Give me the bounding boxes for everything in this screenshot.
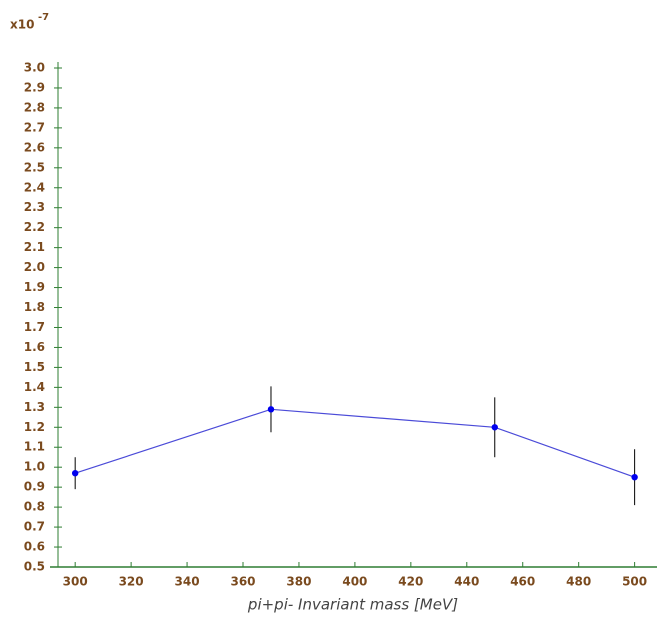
y-tick-label: 1.5 bbox=[24, 360, 45, 374]
data-point bbox=[631, 473, 638, 481]
x-tick-label: 480 bbox=[566, 575, 591, 589]
y-tick-label: 1.3 bbox=[24, 400, 45, 414]
y-tick-label: 2.6 bbox=[24, 140, 45, 154]
y-tick-label: 1.6 bbox=[24, 340, 45, 354]
x-tick-label: 460 bbox=[510, 575, 535, 589]
x-tick-label: 380 bbox=[286, 575, 311, 589]
x-tick-label: 500 bbox=[622, 575, 647, 589]
y-tick-label: 1.8 bbox=[24, 300, 45, 314]
x-tick-label: 440 bbox=[454, 575, 479, 589]
y-tick-label: 1.4 bbox=[24, 380, 45, 394]
y-tick-label: 2.0 bbox=[24, 260, 45, 274]
x-axis-label: pi+pi- Invariant mass [MeV] bbox=[247, 596, 458, 614]
x-tick-label: 400 bbox=[342, 575, 367, 589]
multiplier-base: x10 bbox=[10, 18, 34, 32]
y-tick-label: 0.7 bbox=[24, 520, 45, 534]
x-tick-label: 340 bbox=[175, 575, 200, 589]
y-tick-label: 2.7 bbox=[24, 120, 45, 134]
y-tick-label: 1.9 bbox=[24, 280, 45, 294]
y-tick-label: 2.2 bbox=[24, 220, 45, 234]
x-tick-label: 420 bbox=[398, 575, 423, 589]
y-tick-label: 0.6 bbox=[24, 540, 45, 554]
x-tick-label: 300 bbox=[63, 575, 88, 589]
y-tick-label: 0.8 bbox=[24, 500, 45, 514]
y-tick-label: 1.2 bbox=[24, 420, 45, 434]
y-tick-label: 2.4 bbox=[24, 180, 45, 194]
y-tick-label: 2.9 bbox=[24, 80, 45, 94]
x-tick-label: 320 bbox=[119, 575, 144, 589]
y-tick-label: 2.8 bbox=[24, 100, 45, 114]
data-point bbox=[71, 469, 79, 477]
multiplier-exponent: -7 bbox=[38, 12, 49, 23]
y-tick-label: 0.5 bbox=[24, 560, 45, 574]
y-tick-label: 2.3 bbox=[24, 200, 45, 214]
y-tick-label: 1.7 bbox=[24, 320, 45, 334]
y-tick-label: 2.1 bbox=[24, 240, 45, 254]
data-line bbox=[74, 408, 635, 478]
x-tick-label: 360 bbox=[230, 575, 255, 589]
y-tick-label: 1.1 bbox=[24, 440, 45, 454]
y-tick-label: 0.9 bbox=[24, 480, 45, 494]
data-point bbox=[267, 406, 275, 413]
y-tick-label: 1.0 bbox=[24, 460, 45, 474]
y-tick-label: 2.5 bbox=[24, 160, 45, 174]
data-point bbox=[491, 424, 498, 431]
y-tick-label: 3.0 bbox=[24, 61, 45, 75]
